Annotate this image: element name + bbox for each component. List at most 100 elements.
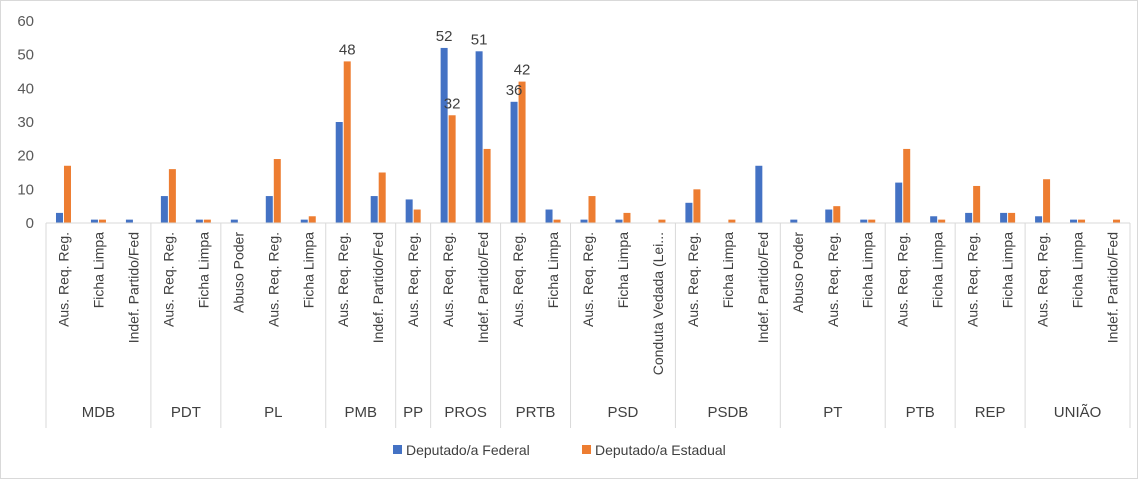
data-label: 48 <box>339 41 356 58</box>
category-label: Ficha Limpa <box>90 232 106 308</box>
bar-estadual <box>693 189 701 223</box>
bar-federal <box>860 219 868 223</box>
category-label: Aus. Req. Reg. <box>440 232 456 327</box>
category-label: Aus. Req. Reg. <box>825 232 841 327</box>
data-label: 36 <box>506 82 523 99</box>
category-label: Indef. Partido/Fed <box>755 232 771 343</box>
legend-swatch-estadual <box>582 445 591 454</box>
category-label: Aus. Req. Reg. <box>265 232 281 327</box>
bar-estadual <box>413 209 421 223</box>
bar-federal <box>545 209 553 223</box>
bar-federal <box>1035 216 1043 223</box>
bar-federal <box>965 212 973 223</box>
category-label: Abuso Poder <box>790 232 806 313</box>
category-label: Aus. Req. Reg. <box>1035 232 1051 327</box>
category-label: Aus. Req. Reg. <box>160 232 176 327</box>
bar-estadual <box>1008 212 1016 223</box>
category-label: Indef. Partido/Fed <box>475 232 491 343</box>
bar-estadual <box>973 185 981 223</box>
bar-estadual <box>378 172 386 223</box>
bar-federal <box>160 196 168 223</box>
category-label: Aus. Req. Reg. <box>55 232 71 327</box>
bar-federal <box>55 212 63 223</box>
category-label: Ficha Limpa <box>1000 232 1016 308</box>
bar-estadual <box>658 219 666 223</box>
bar-federal <box>370 196 378 223</box>
data-label: 52 <box>436 28 453 45</box>
bar-federal <box>615 219 623 223</box>
category-label: Indef. Partido/Fed <box>1105 232 1121 343</box>
group-label: PL <box>264 404 282 421</box>
category-label: Ficha Limpa <box>720 232 736 308</box>
group-label: MDB <box>82 404 115 421</box>
y-tick-label: 40 <box>17 80 34 97</box>
bar-estadual <box>168 169 176 223</box>
data-labels: 48 52 32 51 36 42 <box>339 28 531 112</box>
bar-estadual <box>1113 219 1121 223</box>
bar-estadual <box>273 159 281 223</box>
group-label: REP <box>975 404 1006 421</box>
category-label: Aus. Req. Reg. <box>895 232 911 327</box>
bar-federal <box>265 196 273 223</box>
group-label: PSD <box>608 404 639 421</box>
group-label: PRTB <box>516 404 556 421</box>
y-axis: 0 10 20 30 40 50 60 <box>17 13 34 232</box>
bar-federal <box>440 47 448 223</box>
category-label: Aus. Req. Reg. <box>965 232 981 327</box>
bar-federal <box>895 182 903 223</box>
bar-federal <box>125 219 133 223</box>
bar-federal <box>510 101 518 223</box>
bar-estadual <box>343 61 351 224</box>
bar-federal <box>825 209 833 223</box>
group-label: PSDB <box>707 404 748 421</box>
category-label: Ficha Limpa <box>545 232 561 308</box>
category-label: Aus. Req. Reg. <box>580 232 596 327</box>
group-label: PP <box>403 404 423 421</box>
category-label: Indef. Partido/Fed <box>370 232 386 343</box>
bar-federal <box>580 219 588 223</box>
category-label: Ficha Limpa <box>860 232 876 308</box>
category-label: Aus. Req. Reg. <box>405 232 421 327</box>
category-label: Ficha Limpa <box>1070 232 1086 308</box>
y-tick-label: 50 <box>17 47 34 64</box>
y-tick-label: 30 <box>17 114 34 131</box>
bar-federal <box>230 219 238 223</box>
y-tick-label: 0 <box>26 215 34 232</box>
bar-federal <box>685 202 693 223</box>
bar-estadual <box>938 219 946 223</box>
group-label: PTB <box>906 404 935 421</box>
y-tick-label: 60 <box>17 13 34 30</box>
bar-federal <box>195 219 203 223</box>
legend: Deputado/a Federal Deputado/a Estadual <box>393 442 726 458</box>
category-label: Ficha Limpa <box>930 232 946 308</box>
bar-federal <box>300 219 308 223</box>
category-label: Aus. Req. Reg. <box>335 232 351 327</box>
data-label: 51 <box>471 31 488 48</box>
category-label: Ficha Limpa <box>615 232 631 308</box>
group-label: PT <box>823 404 842 421</box>
bar-federal <box>755 165 763 223</box>
group-label: PMB <box>344 404 377 421</box>
category-label: Conduta Vedada (Lei... <box>650 232 666 375</box>
category-label: Aus. Req. Reg. <box>510 232 526 327</box>
bar-federal <box>475 51 483 223</box>
legend-label: Deputado/a Federal <box>406 442 530 458</box>
bar-estadual <box>448 115 456 223</box>
legend-swatch-federal <box>393 445 402 454</box>
bar-estadual <box>868 219 876 223</box>
x-axis: Aus. Req. Reg. Ficha Limpa Indef. Partido/… <box>45 222 1131 428</box>
category-label: Ficha Limpa <box>195 232 211 308</box>
category-label: Ficha Limpa <box>300 232 316 308</box>
bar-federal <box>405 199 413 223</box>
bar-estadual <box>518 81 526 223</box>
y-tick-label: 20 <box>17 148 34 165</box>
data-label: 32 <box>444 95 461 112</box>
category-label: Abuso Poder <box>230 232 246 313</box>
data-label: 42 <box>514 62 531 79</box>
bar-estadual <box>553 219 561 223</box>
group-label: UNIÃO <box>1054 404 1102 421</box>
bar-estadual <box>98 219 106 223</box>
category-label: Aus. Req. Reg. <box>685 232 701 327</box>
